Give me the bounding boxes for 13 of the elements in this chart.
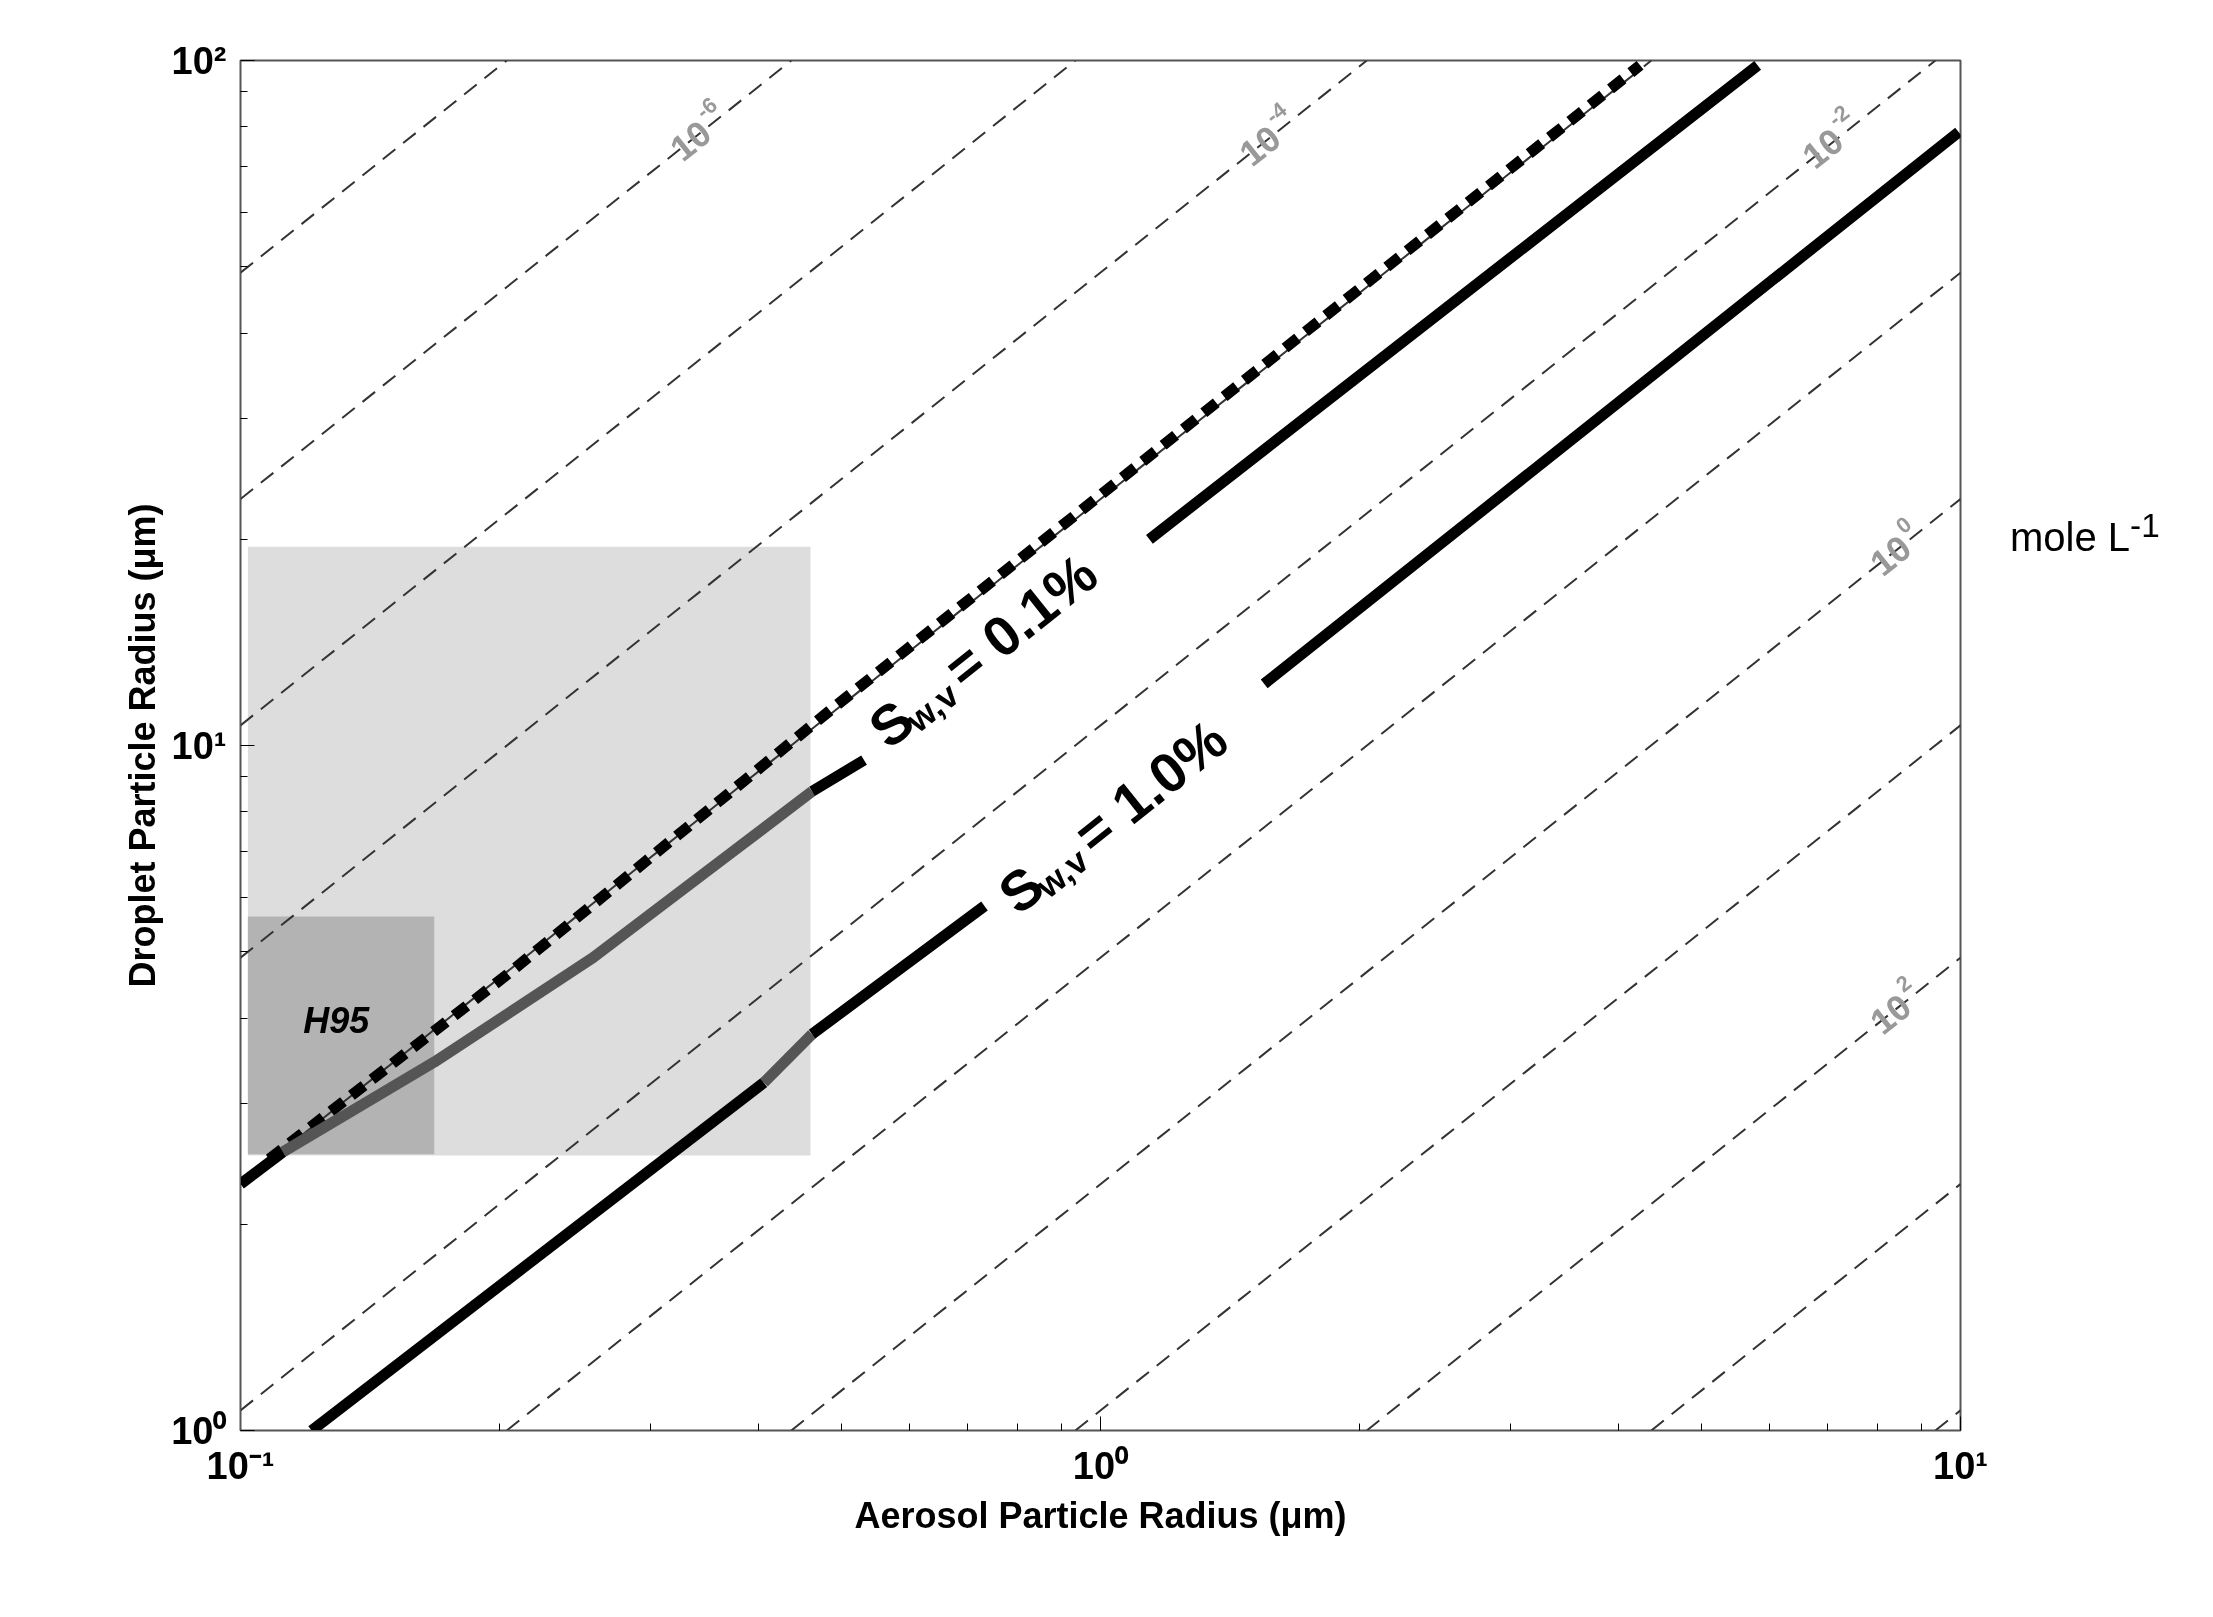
annotation: 10-6 <box>662 92 723 170</box>
y-axis-title: Droplet Particle Radius (μm) <box>122 503 164 988</box>
annotation: 100 <box>1862 511 1919 584</box>
y-tick-label: 10¹ <box>171 724 227 767</box>
annotation: 102 <box>1862 970 1919 1043</box>
annotation: H95 <box>303 1000 371 1042</box>
x-axis-title: Aerosol Particle Radius (μm) <box>854 1494 1347 1536</box>
y-tick-label: 10² <box>171 39 227 82</box>
x-tick-label: 10¹ <box>1933 1444 1988 1487</box>
annotation: 10-4 <box>1231 96 1293 175</box>
x-tick-label: 10⁰ <box>1072 1444 1130 1487</box>
annotation: 10-2 <box>1794 99 1855 177</box>
text: mole L$^{-1}$ <box>2010 506 2160 562</box>
